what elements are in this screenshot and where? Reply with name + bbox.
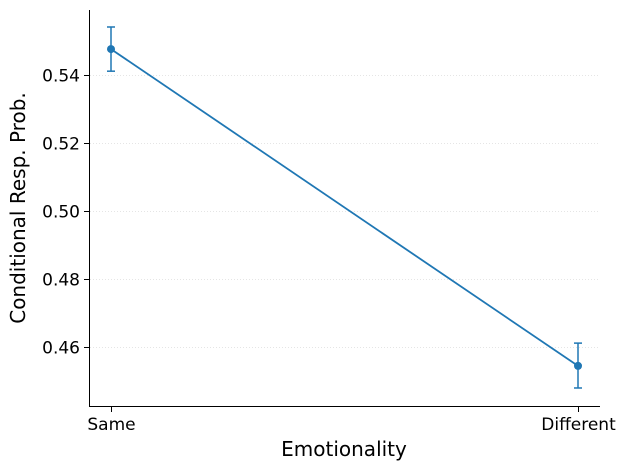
x-axis-title: Emotionality — [281, 437, 407, 461]
y-tick-label: 0.50 — [42, 203, 80, 223]
x-ticks: Same Different — [87, 407, 616, 435]
axes — [89, 10, 600, 407]
data-point — [107, 45, 115, 54]
series — [107, 26, 582, 389]
y-tick-label: 0.52 — [42, 135, 80, 155]
data-point — [574, 361, 582, 370]
y-tick-label: 0.48 — [42, 271, 80, 291]
series-line — [110, 48, 579, 367]
x-tick-label: Same — [87, 415, 135, 435]
y-tick-label: 0.46 — [42, 339, 80, 359]
x-tick-label: Different — [541, 415, 616, 435]
grid-lines — [90, 75, 600, 348]
y-tick-label: 0.54 — [42, 67, 80, 87]
y-axis-title: Conditional Resp. Prob. — [6, 92, 30, 324]
y-ticks: 0.46 0.48 0.50 0.52 0.54 — [42, 67, 89, 359]
